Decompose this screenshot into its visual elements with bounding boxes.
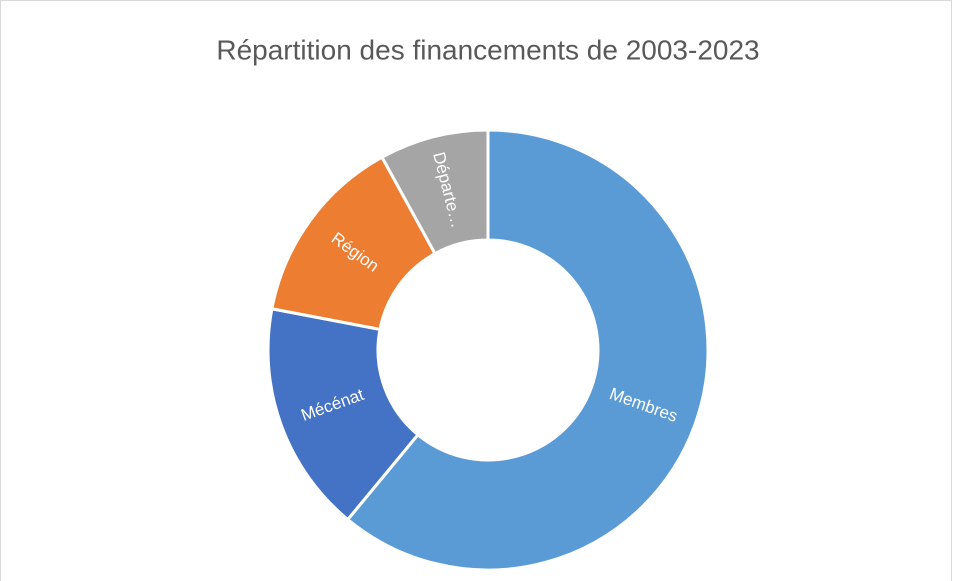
donut-slice: [379, 128, 490, 256]
slices: [266, 128, 710, 572]
donut-slice: [345, 128, 710, 572]
donut-slice: [266, 307, 420, 522]
chart-title: Répartition des financements de 2003-202…: [216, 34, 759, 65]
